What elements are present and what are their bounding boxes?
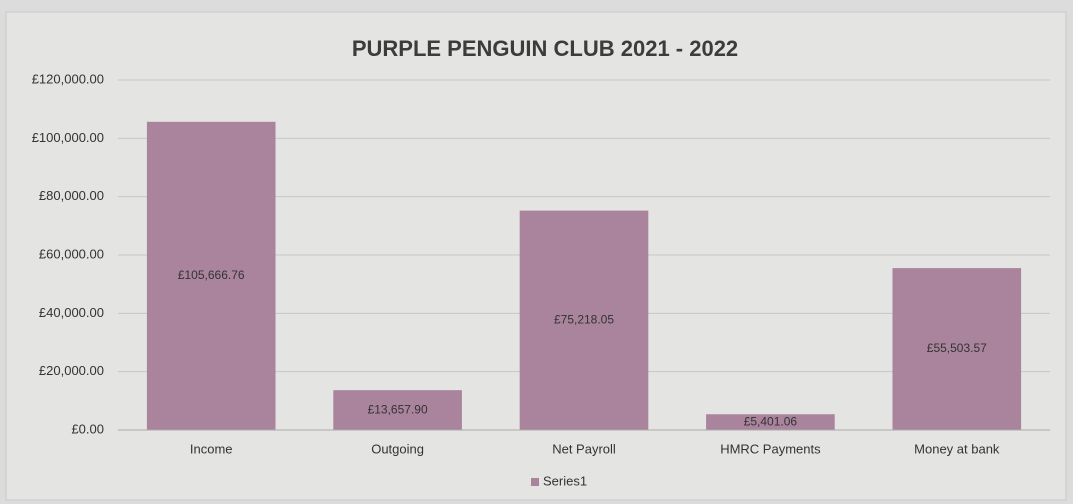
data-label: £13,657.90 bbox=[368, 402, 428, 416]
x-tick-label: Money at bank bbox=[914, 441, 1000, 456]
y-tick-label: £100,000.00 bbox=[32, 130, 104, 145]
legend-label: Series1 bbox=[543, 473, 587, 488]
x-tick-label: Income bbox=[190, 441, 233, 456]
data-label: £75,218.05 bbox=[554, 312, 614, 326]
y-tick-label: £120,000.00 bbox=[32, 71, 104, 86]
x-tick-label: HMRC Payments bbox=[720, 441, 821, 456]
y-tick-label: £80,000.00 bbox=[39, 188, 104, 203]
x-tick-label: Outgoing bbox=[371, 441, 424, 456]
bar bbox=[519, 210, 649, 430]
data-label: £55,503.57 bbox=[927, 341, 987, 355]
legend-swatch bbox=[531, 478, 539, 486]
y-tick-label: £60,000.00 bbox=[39, 246, 104, 261]
data-label: £5,401.06 bbox=[744, 414, 798, 428]
bar bbox=[333, 390, 462, 430]
x-tick-label: Net Payroll bbox=[552, 441, 616, 456]
y-tick-label: £40,000.00 bbox=[39, 305, 104, 320]
bar bbox=[892, 268, 1022, 430]
bar bbox=[146, 121, 276, 430]
y-tick-label: £20,000.00 bbox=[39, 363, 104, 378]
y-tick-label: £0.00 bbox=[71, 421, 104, 436]
chart-title: PURPLE PENGUIN CLUB 2021 - 2022 bbox=[352, 36, 738, 61]
data-label: £105,666.76 bbox=[178, 268, 245, 282]
bar bbox=[706, 414, 835, 430]
